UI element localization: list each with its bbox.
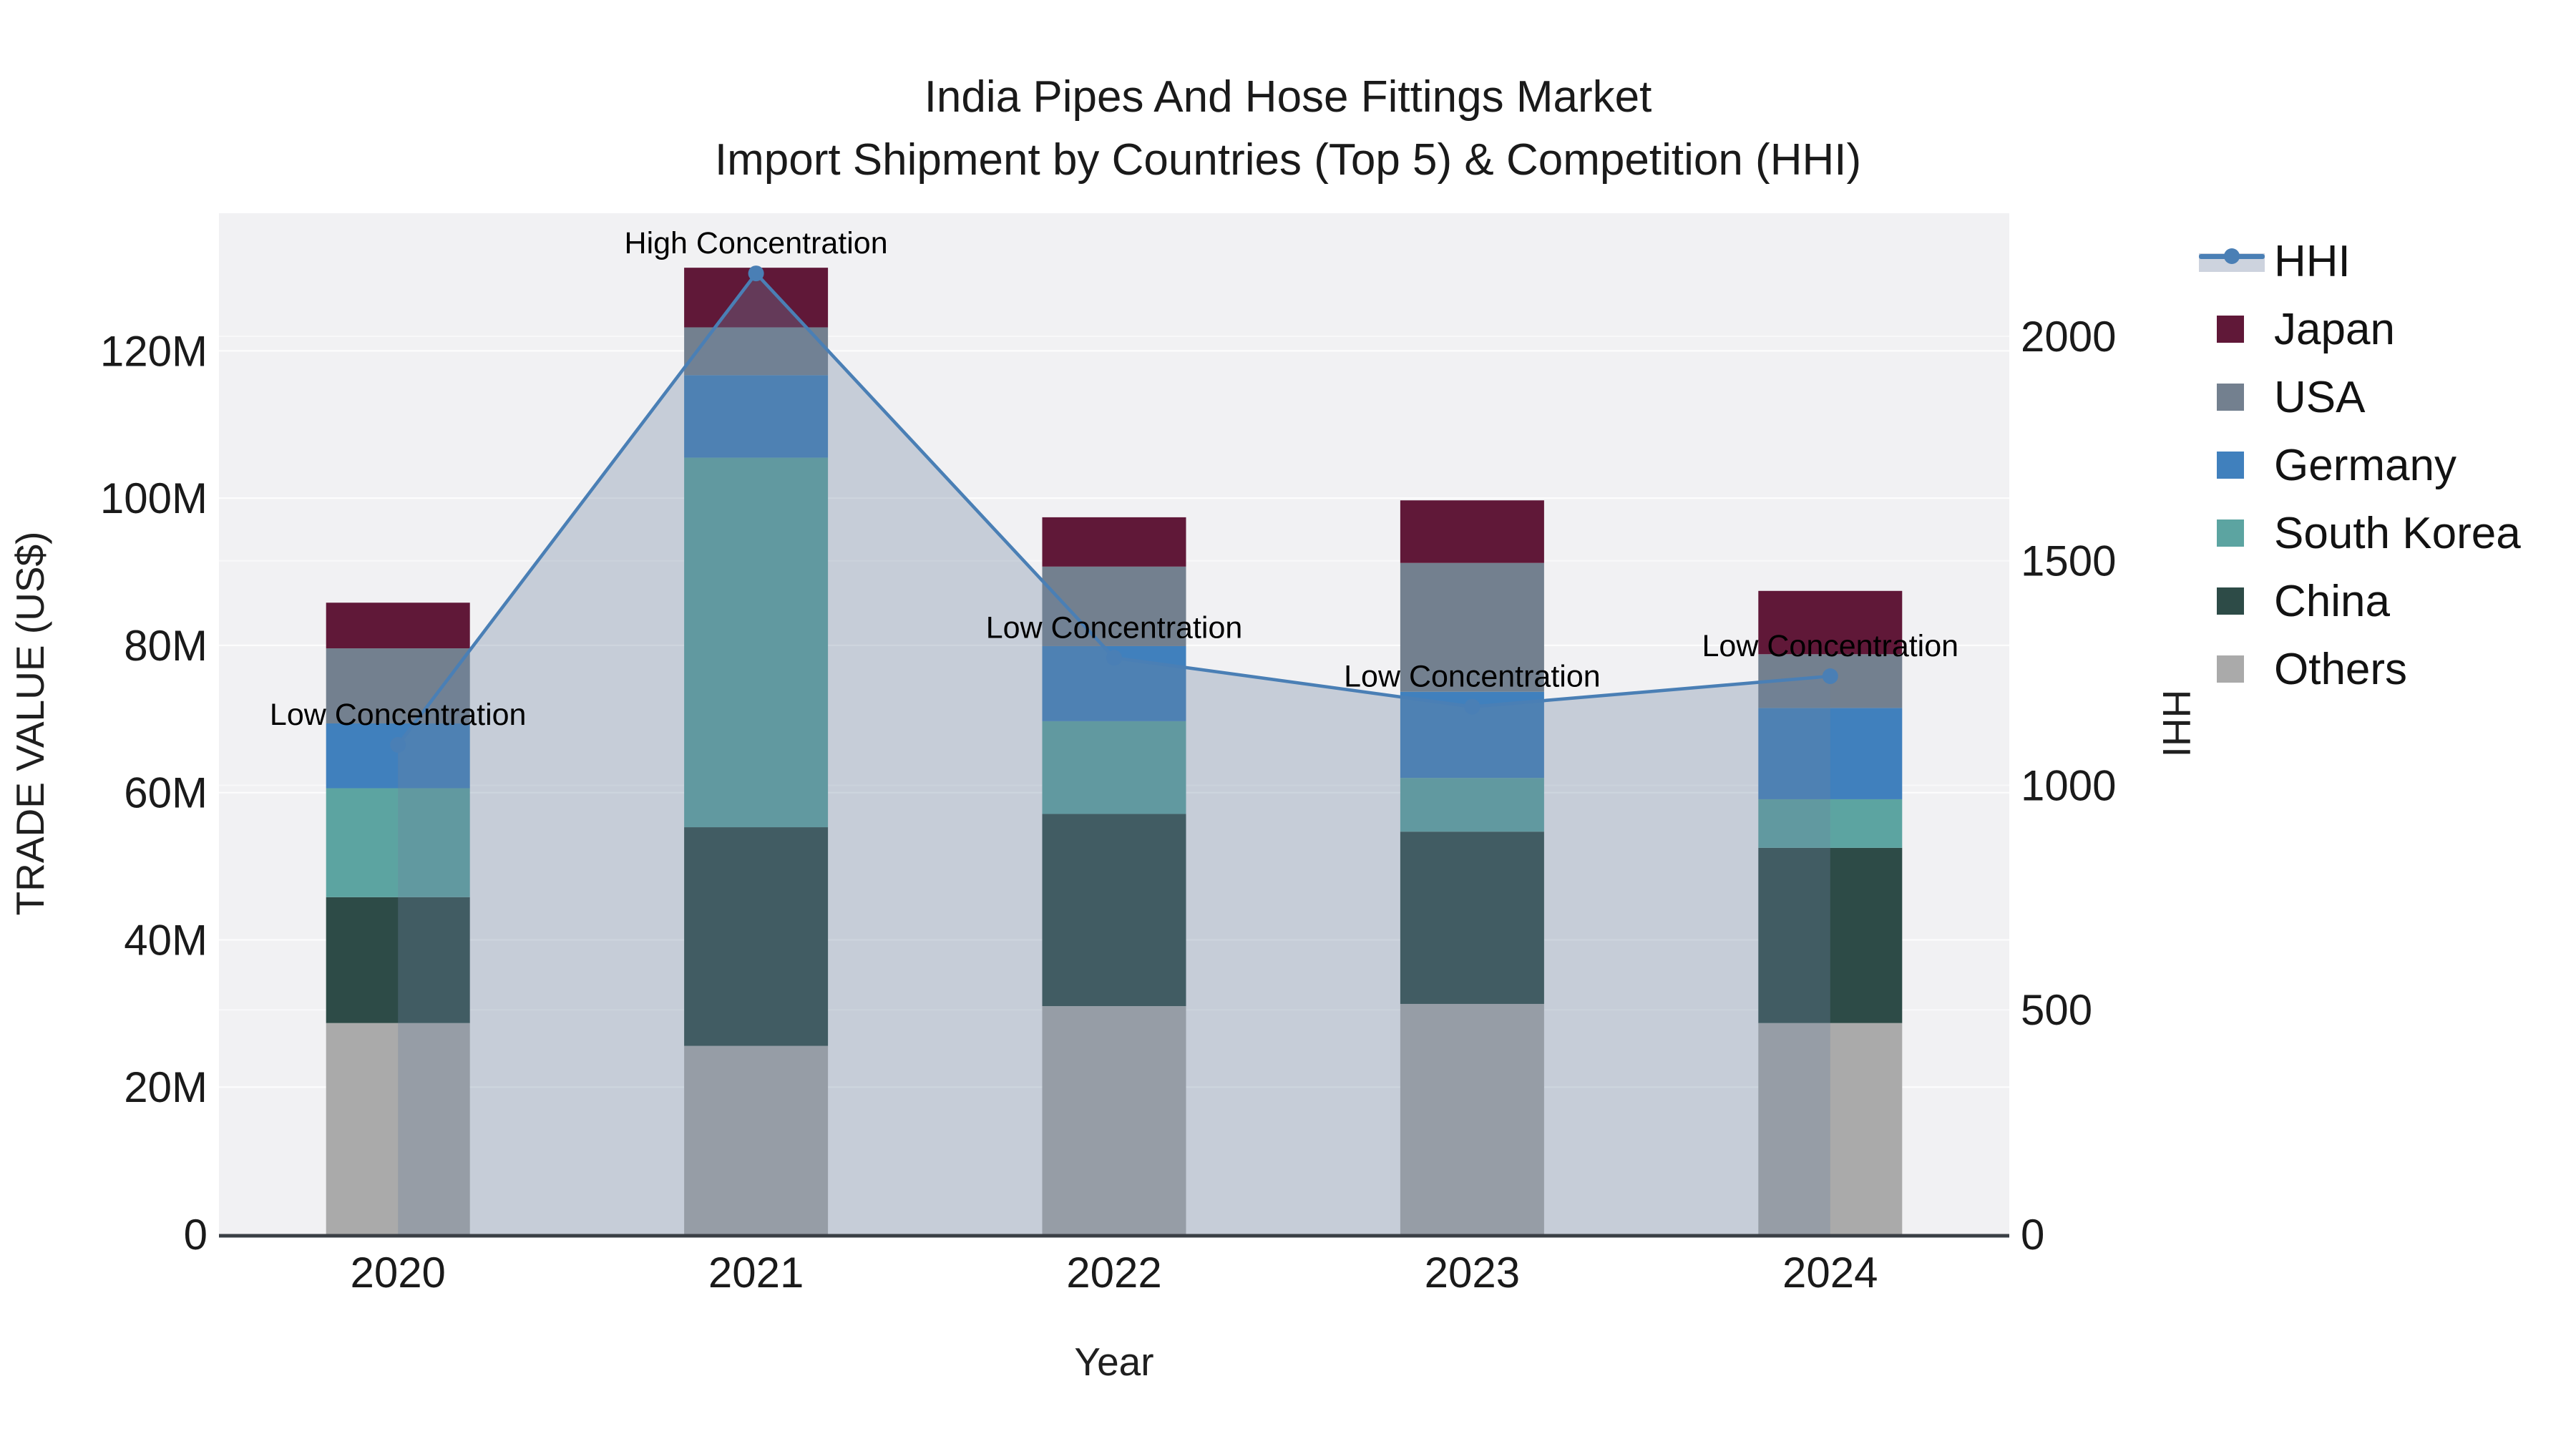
bar-segment-2022-japan[interactable] (1042, 517, 1186, 567)
bar-segment-2020-usa[interactable] (326, 648, 470, 723)
bar-segment-2024-south-korea[interactable] (1758, 799, 1903, 848)
bar-segment-2020-south-korea[interactable] (326, 788, 470, 897)
y-right-tick-500: 500 (2021, 986, 2092, 1034)
chart-title-line2: Import Shipment by Countries (Top 5) & C… (714, 135, 1862, 185)
annotation-2021: High Concentration (625, 226, 888, 260)
y-left-tick-100M: 100M (100, 474, 208, 522)
legend-item-usa[interactable]: USA (2199, 364, 2521, 431)
y-left-tick-40M: 40M (124, 916, 208, 964)
legend-item-hhi[interactable]: HHI (2199, 228, 2521, 296)
y-right-tick-2000: 2000 (2021, 313, 2116, 361)
bar-segment-2024-others[interactable] (1758, 1023, 1903, 1234)
legend-swatch-box (2199, 296, 2274, 364)
legend-item-japan[interactable]: Japan (2199, 296, 2521, 364)
legend-label: Germany (2274, 441, 2457, 490)
bar-segment-2022-china[interactable] (1042, 814, 1186, 1007)
y-left-tick-80M: 80M (124, 622, 208, 670)
legend-color-swatch-china (2217, 587, 2244, 615)
legend-label: China (2274, 577, 2390, 626)
legend-color-swatch-usa (2217, 384, 2244, 411)
legend-swatch-box (2199, 635, 2274, 703)
legend-swatch-box (2199, 228, 2274, 296)
legend: HHI Japan USA Germany South Korea China Others (2199, 228, 2521, 703)
bar-segment-2020-germany[interactable] (326, 723, 470, 789)
bar-segment-2023-usa[interactable] (1400, 562, 1544, 692)
hhi-marker-swatch (2224, 248, 2240, 264)
y-left-tick-120M: 120M (100, 327, 208, 375)
bar-segment-2023-japan[interactable] (1400, 500, 1544, 563)
y-left-tick-60M: 60M (124, 769, 208, 817)
annotation-2023: Low Concentration (1344, 660, 1601, 694)
chart-title-line1: India Pipes And Hose Fittings Market (924, 72, 1652, 122)
legend-color-swatch-japan (2217, 316, 2244, 343)
legend-swatch-box (2199, 567, 2274, 635)
legend-swatch-box (2199, 499, 2274, 567)
legend-swatch-box (2199, 364, 2274, 431)
hhi-marker-2021[interactable] (748, 265, 764, 282)
y-right-tick-0: 0 (2021, 1211, 2044, 1259)
chart-title: India Pipes And Hose Fittings Market Imp… (0, 66, 2576, 192)
x-tick-2023: 2023 (1425, 1249, 1520, 1297)
hhi-marker-2024[interactable] (1822, 668, 1838, 684)
legend-item-others[interactable]: Others (2199, 635, 2521, 703)
legend-swatch-box (2199, 431, 2274, 499)
bar-segment-2024-germany[interactable] (1758, 708, 1903, 799)
legend-item-south-korea[interactable]: South Korea (2199, 499, 2521, 567)
hhi-marker-2020[interactable] (390, 736, 406, 753)
hhi-area-fill (398, 273, 1830, 1234)
bar-segment-2021-germany[interactable] (684, 375, 829, 458)
bar-segment-2024-china[interactable] (1758, 847, 1903, 1023)
legend-color-swatch-south-korea (2217, 519, 2244, 547)
bar-segment-2021-south-korea[interactable] (684, 457, 829, 828)
y-right-tick-1500: 1500 (2021, 537, 2116, 585)
y-left-tick-20M: 20M (124, 1063, 208, 1111)
x-tick-2020: 2020 (350, 1249, 445, 1297)
x-tick-2022: 2022 (1066, 1249, 1161, 1297)
bar-segment-2024-japan[interactable] (1758, 590, 1903, 655)
legend-color-swatch-others (2217, 655, 2244, 683)
bar-segment-2023-south-korea[interactable] (1400, 778, 1544, 832)
annotation-2022: Low Concentration (986, 610, 1243, 645)
hhi-line-swatch-icon (2199, 248, 2265, 272)
bar-segment-2022-others[interactable] (1042, 1006, 1186, 1234)
legend-item-germany[interactable]: Germany (2199, 431, 2521, 499)
legend-item-china[interactable]: China (2199, 567, 2521, 635)
annotation-2024: Low Concentration (1702, 629, 1959, 663)
bar-segment-2021-china[interactable] (684, 827, 829, 1046)
annotation-2020: Low Concentration (270, 698, 527, 732)
y-left-tick-0: 0 (184, 1211, 208, 1259)
bar-segment-2022-south-korea[interactable] (1042, 721, 1186, 814)
legend-label: South Korea (2274, 509, 2521, 558)
y-right-tick-1000: 1000 (2021, 761, 2116, 809)
bar-segment-2020-japan[interactable] (326, 602, 470, 649)
x-tick-2021: 2021 (708, 1249, 804, 1297)
bar-segment-2021-others[interactable] (684, 1045, 829, 1234)
legend-color-swatch-germany (2217, 452, 2244, 479)
legend-label: USA (2274, 373, 2366, 422)
x-tick-2024: 2024 (1782, 1249, 1878, 1297)
bar-segment-2023-others[interactable] (1400, 1003, 1544, 1234)
legend-label: Japan (2274, 305, 2395, 354)
hhi-marker-2023[interactable] (1464, 698, 1480, 715)
bar-segment-2020-others[interactable] (326, 1023, 470, 1234)
hhi-marker-2022[interactable] (1106, 650, 1122, 666)
bar-segment-2020-china[interactable] (326, 897, 470, 1023)
bar-segment-2023-china[interactable] (1400, 831, 1544, 1004)
legend-label: HHI (2274, 237, 2351, 286)
legend-label: Others (2274, 645, 2408, 694)
x-axis-title: Year (1074, 1340, 1154, 1384)
